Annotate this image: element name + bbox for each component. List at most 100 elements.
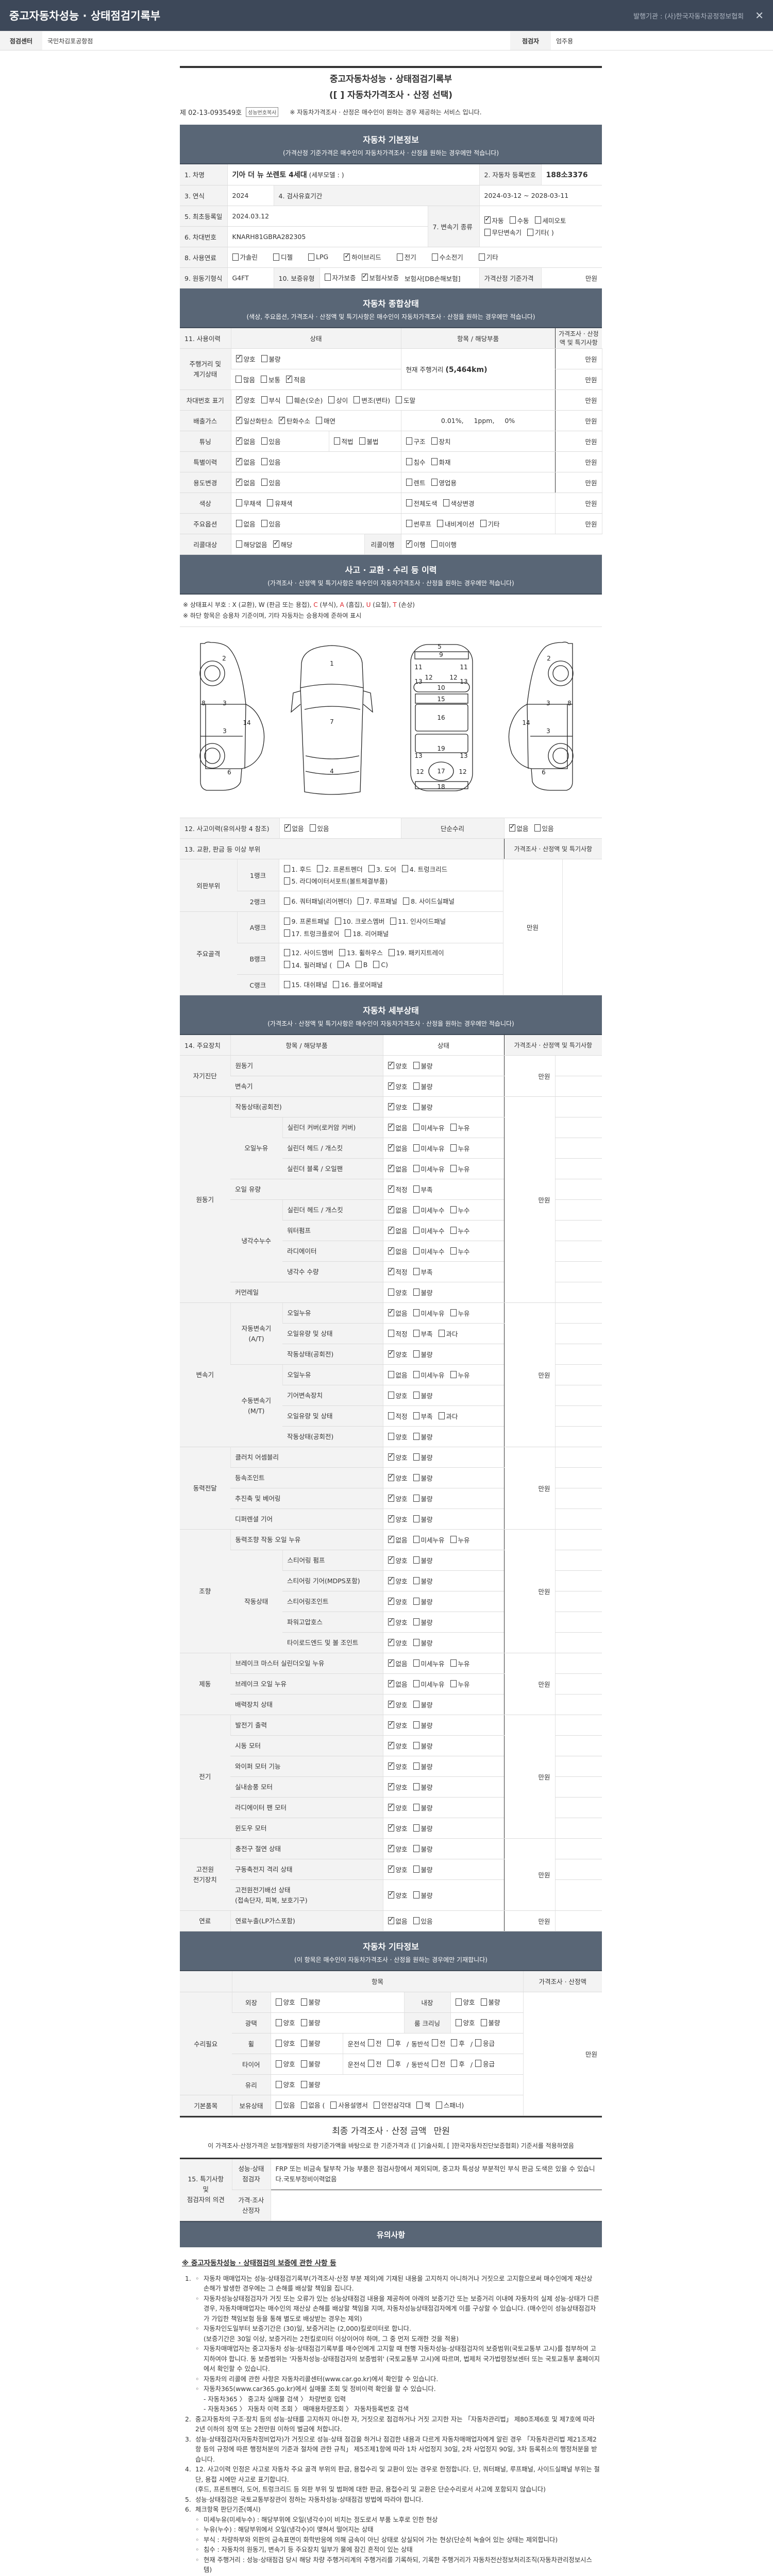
checkbox-option[interactable]: 양호	[236, 395, 256, 405]
checkbox-option[interactable]: 변조(변타)	[354, 395, 390, 405]
checked-box-icon[interactable]	[236, 457, 242, 466]
checkbox-icon[interactable]	[300, 2039, 307, 2047]
checkbox-icon[interactable]	[283, 929, 290, 937]
checkbox-option[interactable]: 양호	[388, 1741, 408, 1751]
checkbox-option[interactable]: 누수	[450, 1246, 470, 1256]
checkbox-icon[interactable]	[475, 2039, 482, 2047]
checkbox-option[interactable]: 15. 대쉬패널	[283, 979, 327, 989]
checkbox-icon[interactable]	[396, 396, 402, 404]
checkbox-icon[interactable]	[413, 1680, 419, 1688]
checkbox-option[interactable]: 전체도색	[406, 498, 438, 508]
checkbox-icon[interactable]	[413, 1762, 419, 1770]
checkbox-option[interactable]: 누유	[450, 1370, 470, 1380]
checkbox-icon[interactable]	[261, 437, 267, 445]
checkbox-option[interactable]: 없음	[388, 1205, 408, 1215]
checkbox-option[interactable]: 불량	[413, 1555, 433, 1565]
checkbox-option[interactable]: 후	[451, 2059, 465, 2069]
checkbox-icon[interactable]	[438, 1330, 445, 1337]
checked-box-icon[interactable]	[388, 1916, 394, 1925]
checkbox-option[interactable]: 부족	[413, 1411, 433, 1421]
checkbox-icon[interactable]	[413, 1412, 419, 1420]
checkbox-option[interactable]: 7. 루프패널	[358, 896, 397, 906]
checked-box-icon[interactable]	[236, 436, 242, 445]
checkbox-icon[interactable]	[484, 228, 491, 236]
close-icon[interactable]: ✕	[755, 9, 764, 22]
checkbox-option[interactable]: 있음	[261, 478, 281, 487]
checkbox-option[interactable]: 누유	[450, 1679, 470, 1689]
checkbox-icon[interactable]	[354, 396, 360, 404]
checked-box-icon[interactable]	[388, 1720, 394, 1729]
checkbox-icon[interactable]	[328, 396, 335, 404]
checkbox-icon[interactable]	[236, 376, 242, 383]
checkbox-option[interactable]: 없음	[388, 1226, 408, 1235]
checkbox-icon[interactable]	[334, 917, 341, 925]
checkbox-icon[interactable]	[431, 253, 438, 261]
checkbox-option[interactable]: 전	[431, 2059, 445, 2069]
checkbox-option[interactable]: 양호	[275, 1997, 295, 2007]
checkbox-option[interactable]: 양호	[388, 1638, 408, 1648]
checkbox-option[interactable]: 불량	[300, 1997, 321, 2007]
checkbox-option[interactable]: 12. 사이드멤버	[283, 947, 333, 957]
checkbox-option[interactable]: 사용설명서	[330, 2100, 368, 2110]
checked-box-icon[interactable]	[388, 1865, 394, 1873]
checked-box-icon[interactable]	[388, 1184, 394, 1193]
checkbox-option[interactable]: 불량	[413, 1865, 433, 1874]
checkbox-option[interactable]: 무단변속기	[484, 227, 522, 237]
checkbox-option[interactable]: 19. 패키지트레이	[388, 947, 444, 957]
checkbox-option[interactable]: 과다	[438, 1329, 458, 1338]
checkbox-icon[interactable]	[413, 1639, 419, 1647]
checkbox-icon[interactable]	[316, 417, 323, 425]
checkbox-icon[interactable]	[450, 1206, 457, 1214]
checked-box-icon[interactable]	[388, 1823, 394, 1832]
checkbox-option[interactable]: 없음	[388, 1246, 408, 1256]
checkbox-icon[interactable]	[261, 458, 267, 466]
checkbox-option[interactable]: 양호	[275, 2079, 295, 2089]
checkbox-option[interactable]: 적법	[333, 436, 354, 446]
checkbox-option[interactable]: 양호	[275, 2018, 295, 2027]
checkbox-icon[interactable]	[413, 1330, 419, 1337]
checkbox-option[interactable]: 불량	[413, 1638, 433, 1648]
checkbox-icon[interactable]	[401, 865, 408, 873]
checkbox-option[interactable]: 미세누유	[413, 1679, 445, 1689]
checkbox-icon[interactable]	[450, 1536, 457, 1544]
checkbox-icon[interactable]	[437, 520, 444, 528]
checkbox-option[interactable]: 양호	[388, 1782, 408, 1792]
checkbox-option[interactable]: C)	[373, 961, 388, 969]
checked-box-icon[interactable]	[388, 1700, 394, 1708]
checkbox-option[interactable]: 누유	[450, 1535, 470, 1545]
checkbox-option[interactable]: 불량	[413, 1102, 433, 1112]
checkbox-icon[interactable]	[333, 437, 340, 445]
checkbox-option[interactable]: 17. 트렁크플로어	[283, 928, 339, 938]
checkbox-option[interactable]: 적정	[388, 1267, 408, 1277]
checked-box-icon[interactable]	[388, 1473, 394, 1482]
checkbox-option[interactable]: 일산화탄소	[236, 416, 273, 426]
checkbox-option[interactable]: 없음	[388, 1143, 408, 1153]
checkbox-option[interactable]: 미세누유	[413, 1658, 445, 1668]
checkbox-option[interactable]: 불량	[413, 1432, 433, 1442]
checkbox-icon[interactable]	[275, 2039, 282, 2047]
checked-box-icon[interactable]	[388, 1102, 394, 1111]
checkbox-option[interactable]: 보험사보증	[361, 273, 399, 282]
checkbox-option[interactable]: 기타	[478, 252, 498, 262]
checked-box-icon[interactable]	[388, 1679, 394, 1688]
checkbox-icon[interactable]	[413, 1618, 419, 1626]
checkbox-option[interactable]: 11. 인사이드패널	[390, 916, 446, 926]
checkbox-icon[interactable]	[267, 499, 274, 507]
checkbox-icon[interactable]	[236, 540, 242, 548]
checked-box-icon[interactable]	[284, 823, 291, 832]
checkbox-option[interactable]: 색상변경	[443, 498, 475, 508]
checked-box-icon[interactable]	[286, 375, 293, 383]
checkbox-option[interactable]: 양호	[388, 1844, 408, 1854]
checkbox-option[interactable]: 불량	[413, 1287, 433, 1297]
checkbox-option[interactable]: 누유	[450, 1308, 470, 1318]
checked-box-icon[interactable]	[236, 478, 242, 486]
checked-box-icon[interactable]	[388, 1597, 394, 1605]
checkbox-icon[interactable]	[480, 2019, 487, 2026]
checkbox-icon[interactable]	[413, 1062, 419, 1070]
checkbox-option[interactable]: 화재	[431, 457, 451, 467]
checkbox-icon[interactable]	[413, 1206, 419, 1214]
checkbox-icon[interactable]	[527, 228, 534, 236]
checkbox-icon[interactable]	[283, 948, 290, 956]
checkbox-option[interactable]: 있음	[275, 2100, 295, 2110]
checkbox-icon[interactable]	[413, 1103, 419, 1111]
